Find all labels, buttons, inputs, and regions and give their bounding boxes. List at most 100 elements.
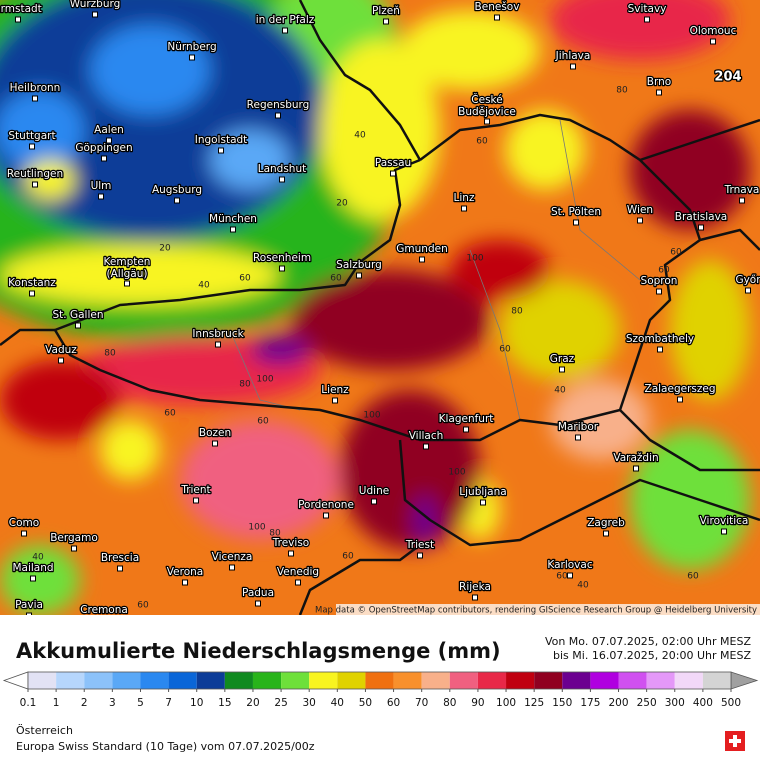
- city-label: Graz: [550, 353, 575, 365]
- max-label: 204: [714, 70, 741, 85]
- contour-label: 100: [256, 375, 273, 385]
- city-dot: [461, 205, 467, 212]
- legend-swatch: [618, 672, 647, 689]
- region: Österreich: [16, 724, 73, 737]
- city-dot: [189, 54, 195, 61]
- contour-label: 80: [239, 380, 251, 390]
- legend-swatch: [646, 672, 675, 689]
- contour-label: 60: [670, 248, 682, 258]
- legend-tick-label: 50: [359, 697, 372, 709]
- contour-label: 100: [448, 468, 465, 478]
- contour-label: 80: [616, 86, 628, 96]
- city-dot: [15, 16, 21, 23]
- city-label: Padua: [242, 587, 274, 599]
- legend-tick-label: 70: [415, 697, 428, 709]
- city-label: Göppingen: [75, 142, 132, 154]
- city-dot: [117, 565, 123, 572]
- city-dot: [559, 366, 565, 373]
- city-dot: [721, 528, 727, 535]
- city-label: Triest: [405, 539, 434, 551]
- contour-label: 40: [554, 386, 566, 396]
- city-dot: [275, 112, 281, 119]
- city-dot: [637, 217, 643, 224]
- legend-over: [730, 671, 759, 690]
- city-label: Olomouc: [690, 25, 737, 37]
- city-label: Zagreb: [587, 517, 625, 529]
- contour-label: 60: [476, 137, 488, 147]
- legend-tick-label: 200: [608, 697, 628, 709]
- city-dot: [26, 612, 32, 615]
- city-dot: [75, 322, 81, 329]
- city-label: Trnava: [724, 184, 760, 196]
- city-dot: [29, 143, 35, 150]
- city-label: Rijeka: [459, 581, 491, 593]
- city-dot: [739, 197, 745, 204]
- city-label: Kempten (Allgäu): [104, 256, 151, 280]
- city-label: Wien: [627, 204, 653, 216]
- map: armstadt Würzburg in der Pfalz Plzeň Benešov…: [0, 0, 760, 615]
- city-dot: [323, 512, 329, 519]
- city-label: Landshut: [258, 163, 307, 175]
- legend-tick-label: 80: [443, 697, 456, 709]
- city-dot: [356, 272, 362, 279]
- city-label: Svitavy: [628, 3, 667, 15]
- city-layer: armstadt Würzburg in der Pfalz Plzeň Benešov…: [0, 0, 760, 615]
- city-label: Bozen: [199, 427, 231, 439]
- city-dot: [710, 38, 716, 45]
- contour-label: 40: [577, 581, 589, 591]
- contour-label: 100: [363, 411, 380, 421]
- legend-tick-label: 90: [471, 697, 484, 709]
- city-dot: [106, 137, 112, 144]
- model: Europa Swiss Standard (10 Tage) vom 07.0…: [16, 740, 315, 753]
- city-dot: [282, 27, 288, 34]
- city-label: Rosenheim: [253, 252, 311, 264]
- city-label: Benešov: [475, 1, 520, 13]
- city-label: Aalen: [94, 124, 124, 136]
- city-dot: [58, 357, 64, 364]
- city-dot: [29, 290, 35, 297]
- legend-tick-label: 500: [721, 697, 741, 709]
- contour-label: 60: [257, 417, 269, 427]
- city-dot: [229, 564, 235, 571]
- city-dot: [656, 288, 662, 295]
- legend-swatch: [281, 672, 310, 689]
- city-dot: [573, 219, 579, 226]
- city-label: Passau: [375, 157, 411, 169]
- city-label: České Budějovice: [458, 93, 516, 118]
- city-label: Würzburg: [70, 0, 121, 10]
- city-dot: [633, 465, 639, 472]
- contour-label: 80: [511, 307, 523, 317]
- legend-swatch: [365, 672, 394, 689]
- legend-tick-label: 2: [81, 697, 88, 709]
- city-label: Treviso: [272, 537, 309, 549]
- legend-swatch: [562, 672, 591, 689]
- city-dot: [193, 497, 199, 504]
- legend-tick-label: 1: [53, 697, 60, 709]
- city-dot: [423, 443, 429, 450]
- legend-tick-label: 7: [165, 697, 172, 709]
- city-dot: [124, 280, 130, 287]
- city-label: Bratislava: [675, 211, 727, 223]
- city-label: in der Pfalz: [256, 14, 315, 26]
- city-dot: [279, 265, 285, 272]
- contour-label: 60: [239, 274, 251, 284]
- legend-tick-label: 125: [524, 697, 544, 709]
- city-dot: [657, 346, 663, 353]
- contour-label: 100: [248, 523, 265, 533]
- contour-label: 20: [336, 199, 348, 209]
- city-dot: [472, 594, 478, 601]
- city-label: Salzburg: [336, 259, 382, 271]
- city-label: St. Gallen: [53, 309, 104, 321]
- city-dot: [677, 396, 683, 403]
- legend: 0.1 1 2 3 5 7 10 15 20 25 30 40 50 60 70 80 90 100 125 150 1…: [2, 671, 759, 709]
- city-label: Linz: [454, 192, 475, 204]
- city-label: Venedig: [277, 566, 319, 578]
- city-dot: [417, 552, 423, 559]
- contour-label: 20: [159, 244, 171, 254]
- city-label: Vicenza: [212, 551, 253, 563]
- city-dot: [32, 181, 38, 188]
- legend-swatch: [477, 672, 507, 689]
- city-dot: [21, 530, 27, 537]
